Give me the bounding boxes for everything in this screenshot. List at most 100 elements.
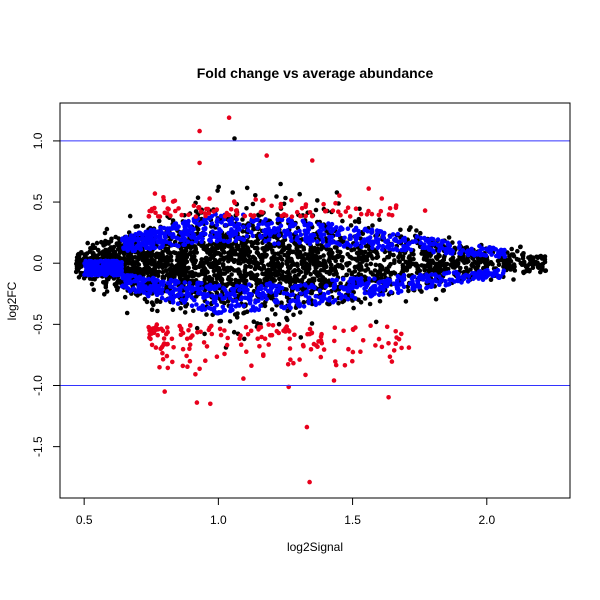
data-point (334, 271, 339, 277)
data-point (154, 251, 160, 256)
data-point (261, 266, 267, 271)
data-point (508, 259, 514, 264)
data-point (374, 232, 380, 237)
data-point (241, 224, 246, 230)
data-point (157, 257, 163, 263)
data-point (163, 234, 168, 240)
data-point (393, 329, 399, 334)
data-point (303, 202, 309, 207)
data-point (345, 226, 351, 231)
data-point (326, 298, 332, 303)
data-point (233, 298, 239, 304)
data-point (254, 281, 260, 287)
data-point (287, 264, 293, 270)
data-point (106, 252, 111, 257)
data-point (217, 318, 222, 324)
data-point (165, 259, 171, 264)
data-point (164, 353, 170, 359)
data-point (512, 268, 518, 273)
data-point (358, 276, 364, 282)
data-point (285, 291, 290, 297)
data-point (511, 262, 517, 267)
data-point (259, 296, 265, 301)
data-point (254, 233, 259, 239)
data-point (197, 160, 202, 166)
data-point (422, 208, 428, 213)
data-point (171, 250, 177, 255)
data-point (261, 197, 266, 203)
data-point (178, 332, 184, 338)
data-point (542, 257, 548, 262)
data-point (340, 276, 346, 282)
data-point (392, 271, 398, 276)
data-point (387, 246, 392, 252)
data-point (187, 280, 192, 286)
data-point (265, 288, 271, 294)
data-point (227, 238, 232, 243)
data-point (200, 231, 206, 236)
data-point (203, 256, 208, 261)
data-point (146, 260, 151, 266)
data-point (149, 268, 154, 273)
data-point (266, 342, 272, 347)
data-point (370, 245, 375, 251)
data-point (253, 193, 258, 198)
data-point (216, 283, 222, 288)
data-point (225, 281, 231, 287)
data-point (160, 357, 166, 362)
data-point (330, 208, 336, 213)
data-point (393, 205, 399, 211)
data-point (437, 245, 443, 251)
data-point (318, 334, 324, 340)
data-point (170, 307, 176, 313)
data-point (157, 365, 162, 370)
data-point (271, 254, 277, 260)
data-point (254, 250, 260, 255)
data-point (242, 213, 248, 219)
data-point (224, 293, 230, 298)
data-point (115, 280, 120, 286)
data-point (483, 275, 489, 280)
data-point (405, 242, 410, 247)
data-point (209, 331, 215, 337)
data-point (279, 263, 284, 269)
data-point (253, 197, 258, 202)
data-point (441, 271, 447, 276)
data-point (227, 319, 233, 324)
data-point (83, 270, 89, 276)
data-point (146, 293, 151, 299)
data-point (158, 346, 163, 352)
data-point (234, 217, 239, 222)
data-point (330, 227, 336, 233)
data-point (90, 246, 95, 251)
data-point (266, 237, 272, 242)
data-point (198, 209, 204, 214)
data-point (376, 212, 382, 218)
data-point (122, 294, 128, 300)
data-point (311, 284, 316, 289)
data-point (279, 249, 285, 254)
data-point (313, 343, 319, 348)
data-point (436, 254, 441, 259)
data-point (385, 254, 390, 260)
data-point (283, 213, 289, 218)
data-point (106, 248, 111, 254)
data-point (524, 268, 529, 274)
data-point (92, 277, 97, 282)
data-point (159, 280, 164, 286)
data-point (219, 220, 224, 225)
data-point (432, 277, 438, 283)
data-point (315, 239, 320, 244)
data-point (214, 276, 220, 281)
data-point (155, 234, 161, 240)
data-point (247, 263, 252, 269)
data-point (150, 244, 156, 250)
data-point (369, 227, 375, 233)
data-point (278, 223, 284, 228)
data-point (165, 246, 171, 252)
data-point (346, 346, 351, 352)
data-point (170, 218, 176, 223)
data-point (135, 277, 141, 283)
data-point (425, 252, 431, 258)
data-point (259, 235, 264, 240)
